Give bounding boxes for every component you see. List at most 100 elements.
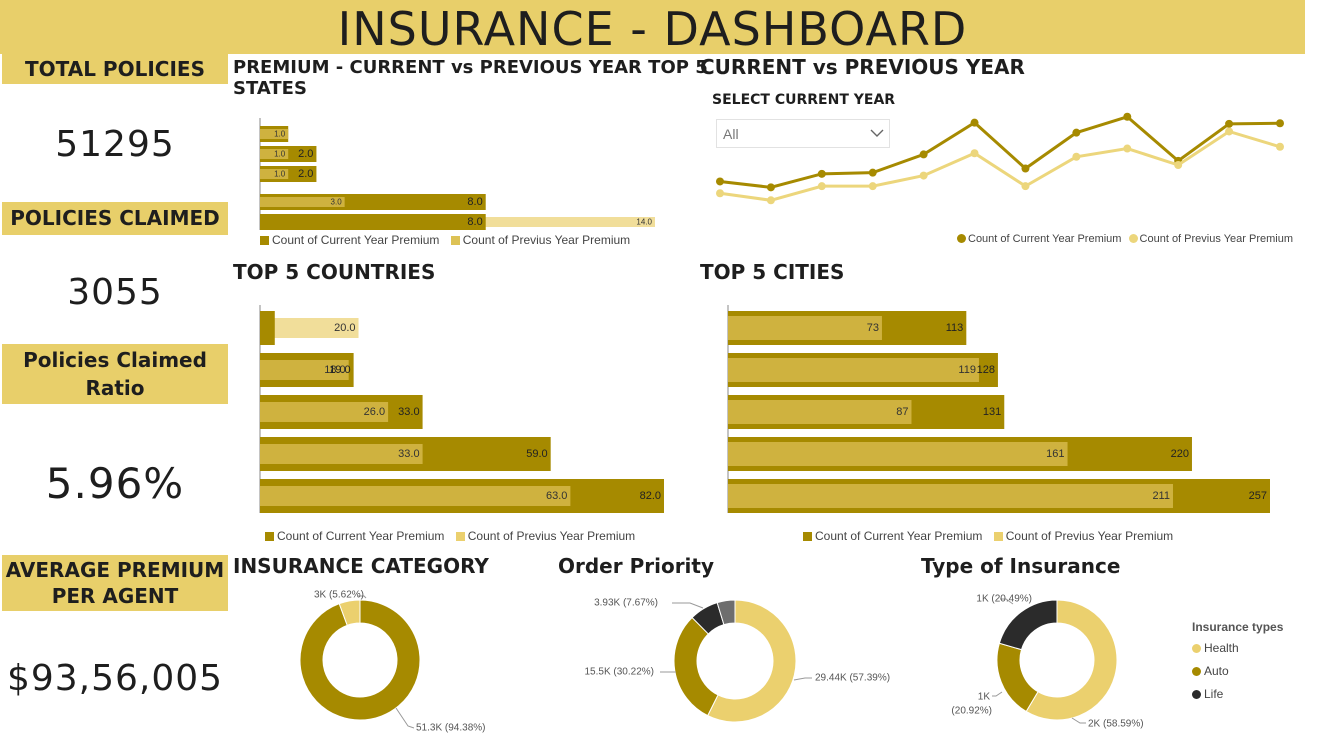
- donut-slice: [707, 599, 797, 723]
- line-legend: Count of Current Year Premium Count of P…: [957, 233, 1293, 245]
- data-label-current: 257: [1249, 490, 1267, 502]
- current-vs-previous-line-chart: [716, 112, 1284, 205]
- donut-slice: [716, 599, 736, 626]
- chevron-down-icon: [870, 129, 884, 137]
- total-policies-value: 51295: [55, 124, 175, 165]
- data-label-previous: 161: [1046, 448, 1064, 460]
- point-previous: [1021, 182, 1030, 191]
- legend-auto-label: Auto: [1204, 664, 1229, 678]
- bar-previous: [728, 484, 1173, 508]
- bar-previous: [728, 358, 979, 382]
- point-previous: [1225, 127, 1234, 136]
- point-current: [1123, 112, 1132, 121]
- legend-item-auto: Auto: [1192, 664, 1283, 681]
- bar-previous: [260, 129, 289, 139]
- avg-premium-label: AVERAGE PREMIUM PER AGENT: [2, 555, 228, 611]
- swatch-current: [260, 236, 269, 245]
- legend-current-label: Count of Current Year Premium: [815, 529, 983, 543]
- data-label-current: 8.0: [467, 216, 482, 228]
- legend-previous-label: Count of Previus Year Premium: [1005, 529, 1174, 543]
- point-previous: [1072, 152, 1081, 161]
- point-current: [970, 118, 979, 127]
- legend-item-previous: Count of Previus Year Premium: [450, 233, 631, 247]
- point-previous: [919, 171, 928, 180]
- line-previous: [719, 129, 1281, 202]
- bar-previous: [728, 442, 1068, 466]
- dot-health: [1192, 644, 1201, 653]
- point-current: [1276, 119, 1284, 128]
- policies-claimed-value: 3055: [67, 272, 163, 313]
- top5-cities-chart: 73 113 119 128 87 131 161 220 211 257: [727, 305, 1270, 513]
- slice-label: 1K (20.49%): [976, 594, 1032, 605]
- year-slicer-dropdown[interactable]: All: [716, 119, 890, 148]
- insurance-types-legend: Insurance types Health Auto Life: [1192, 620, 1283, 710]
- legend-item-line-previous: Count of Previus Year Premium: [1128, 233, 1293, 245]
- leader-line: [1000, 598, 1014, 605]
- bar-previous: [260, 360, 349, 380]
- data-label-previous: 1.0: [274, 150, 286, 159]
- point-previous: [1174, 161, 1183, 169]
- bar-current: [260, 311, 275, 345]
- legend-life-label: Life: [1204, 687, 1224, 701]
- slice-label: 15.5K (30.22%): [585, 667, 655, 678]
- order-priority-donut: 29.44K (57.39%) 15.5K (30.22%) 3.93K (7.67…: [585, 598, 890, 723]
- dot-life: [1192, 690, 1201, 699]
- policies-claimed-label: POLICIES CLAIMED: [2, 202, 228, 235]
- insurance-category-donut: 51.3K (94.38%) 3K (5.62%): [299, 590, 486, 734]
- donut-slice: [299, 599, 421, 721]
- point-current: [868, 168, 877, 177]
- data-label-previous: 63.0: [546, 490, 567, 502]
- slice-label: 29.44K (57.39%): [815, 673, 890, 684]
- claimed-ratio-label-line1: Policies Claimed: [23, 348, 207, 372]
- bar-previous: [728, 316, 882, 340]
- data-label-previous: 211: [1152, 490, 1170, 502]
- legend-previous-label: Count of Previus Year Premium: [462, 233, 631, 247]
- bar-previous: [260, 169, 289, 179]
- data-label-previous: 1.0: [274, 170, 286, 179]
- data-label-previous: 119: [958, 364, 976, 376]
- bar-previous: [728, 400, 912, 424]
- cities-legend: Count of Current Year Premium Count of P…: [803, 529, 1181, 543]
- leader-line: [1071, 717, 1086, 724]
- point-current: [766, 183, 775, 192]
- point-current: [1225, 119, 1234, 128]
- legend-item-previous: Count of Previus Year Premium: [993, 529, 1174, 543]
- cities-title: TOP 5 CITIES: [700, 260, 845, 284]
- point-previous: [716, 189, 724, 198]
- swatch-previous: [450, 236, 460, 245]
- legend-item-current: Count of Current Year Premium: [260, 233, 439, 247]
- legend-line-previous-label: Count of Previus Year Premium: [1139, 233, 1293, 245]
- type-of-insurance-donut: 2K (58.59%) 1K (20.92%) 1K (20.49%): [951, 594, 1143, 730]
- legend-current-label: Count of Current Year Premium: [277, 529, 445, 543]
- top5-states-title-line2: STATES: [233, 78, 307, 99]
- legend-item-line-current: Count of Current Year Premium: [957, 233, 1121, 245]
- donut-slice: [1025, 599, 1118, 721]
- data-label-previous: 1.0: [274, 130, 286, 139]
- data-label-previous: 26.0: [364, 406, 385, 418]
- category-title: INSURANCE CATEGORY: [233, 554, 489, 578]
- data-label-current: 8.0: [467, 196, 482, 208]
- slice-label: 51.3K (94.38%): [416, 723, 486, 734]
- dashboard-title: INSURANCE - DASHBOARD: [337, 2, 968, 56]
- legend-previous-label: Count of Previus Year Premium: [467, 529, 636, 543]
- dot-previous: [1128, 234, 1138, 243]
- dot-current: [957, 234, 966, 243]
- legend-item-current: Count of Current Year Premium: [265, 529, 444, 543]
- line-chart-title: CURRENT vs PREVIOUS YEAR: [700, 55, 1025, 79]
- data-label-current: 59.0: [526, 448, 547, 460]
- bar-previous: [260, 318, 359, 338]
- point-current: [1072, 128, 1081, 137]
- legend-item-current: Count of Current Year Premium: [803, 529, 982, 543]
- data-label-current: 128: [977, 364, 995, 376]
- legend-health-label: Health: [1204, 641, 1239, 655]
- donut-slice: [673, 616, 719, 717]
- top5-countries-chart: 20.0 18.019.0 26.0 33.0 33.0 59.0 63.0 82.0: [259, 305, 664, 513]
- avg-premium-label-line1: AVERAGE PREMIUM: [5, 558, 225, 582]
- avg-premium-label-line2: PER AGENT: [51, 584, 179, 608]
- point-current: [1021, 164, 1030, 173]
- countries-title: TOP 5 COUNTRIES: [233, 260, 436, 284]
- swatch-current: [265, 532, 274, 541]
- slice-label: 1K: [978, 692, 991, 703]
- type-title: Type of Insurance: [921, 554, 1121, 578]
- swatch-current: [803, 532, 812, 541]
